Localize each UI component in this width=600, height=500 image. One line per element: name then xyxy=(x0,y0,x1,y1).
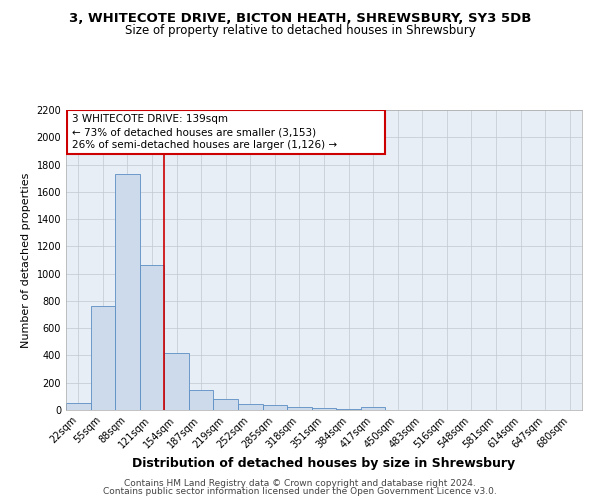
Text: Contains HM Land Registry data © Crown copyright and database right 2024.: Contains HM Land Registry data © Crown c… xyxy=(124,478,476,488)
Bar xyxy=(140,266,164,410)
Text: Size of property relative to detached houses in Shrewsbury: Size of property relative to detached ho… xyxy=(125,24,475,37)
Bar xyxy=(287,406,312,410)
Text: 3, WHITECOTE DRIVE, BICTON HEATH, SHREWSBURY, SY3 5DB: 3, WHITECOTE DRIVE, BICTON HEATH, SHREWS… xyxy=(69,12,531,26)
Bar xyxy=(164,352,189,410)
Bar xyxy=(189,390,214,410)
Bar xyxy=(115,174,140,410)
Bar xyxy=(214,399,238,410)
Bar xyxy=(238,404,263,410)
Bar xyxy=(91,306,115,410)
Bar xyxy=(263,405,287,410)
Bar xyxy=(66,402,91,410)
Text: 3 WHITECOTE DRIVE: 139sqm
← 73% of detached houses are smaller (3,153)
26% of se: 3 WHITECOTE DRIVE: 139sqm ← 73% of detac… xyxy=(72,114,337,150)
Bar xyxy=(336,408,361,410)
Y-axis label: Number of detached properties: Number of detached properties xyxy=(21,172,31,348)
FancyBboxPatch shape xyxy=(67,110,385,154)
Text: Contains public sector information licensed under the Open Government Licence v3: Contains public sector information licen… xyxy=(103,487,497,496)
X-axis label: Distribution of detached houses by size in Shrewsbury: Distribution of detached houses by size … xyxy=(133,457,515,470)
Bar xyxy=(312,408,336,410)
Bar xyxy=(361,408,385,410)
